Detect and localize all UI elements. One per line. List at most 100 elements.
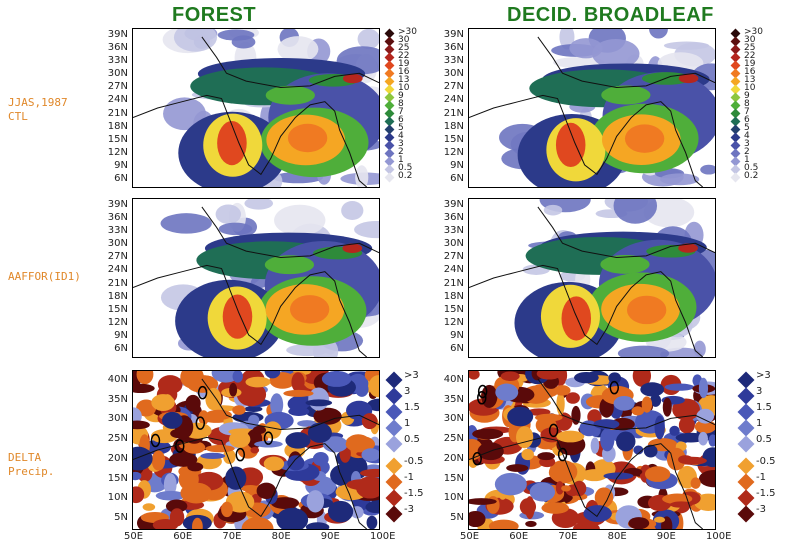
legend-label: 6 — [744, 115, 750, 125]
delta-contour — [165, 499, 188, 513]
lat-tick-label: 39N — [443, 28, 464, 40]
significance-contour — [477, 384, 488, 399]
legend-label: 10 — [398, 83, 410, 93]
precip-contour — [678, 243, 698, 253]
delta-contour — [535, 413, 563, 422]
legend-entry: 6 — [384, 115, 426, 129]
legend-label: 7 — [744, 107, 750, 117]
legend-entry: -1.5 — [737, 488, 782, 510]
significance-contour — [263, 431, 274, 445]
lat-tick-label: 21N — [107, 107, 128, 119]
delta-contour — [641, 396, 653, 413]
delta-contour — [229, 382, 238, 397]
precip-contour — [215, 204, 242, 224]
coastline — [133, 436, 368, 529]
delta-contour — [653, 516, 666, 523]
delta-contour — [525, 496, 535, 520]
delta-contour — [536, 371, 562, 380]
legend-swatch — [385, 473, 403, 491]
delta-contour — [506, 464, 529, 472]
legend-label: 30 — [398, 35, 410, 45]
legend-entry: 0.2 — [730, 171, 772, 185]
map-decid-aaffor — [468, 198, 716, 358]
legend-entry: 3 — [384, 139, 426, 153]
legend-label: 13 — [398, 75, 410, 85]
lat-tick-label: 6N — [450, 343, 464, 355]
delta-contour — [553, 385, 571, 396]
delta-contour — [694, 419, 715, 434]
legend-entry: 0.5 — [730, 163, 772, 177]
significance-contour — [150, 433, 161, 448]
delta-contour — [283, 389, 314, 397]
precip-contour — [354, 220, 379, 239]
legend-label: -1 — [756, 472, 766, 483]
delta-contour — [500, 371, 520, 381]
legend-label: -3 — [756, 504, 766, 515]
delta-contour — [350, 506, 364, 519]
delta-contour — [556, 430, 585, 443]
legend-label: 4 — [398, 131, 404, 141]
legend-label: 0.5 — [404, 434, 420, 445]
legend-entry: >3 — [385, 370, 430, 392]
lat-tick-label: 18N — [443, 290, 464, 302]
row-label-delta-line2: Precip. — [8, 465, 55, 478]
delta-contour — [664, 383, 695, 391]
lat-tick-label: 15N — [443, 472, 464, 484]
lat-tick-label: 15N — [107, 133, 128, 145]
lat-tick-label: 20N — [107, 452, 128, 464]
delta-contour — [549, 460, 578, 484]
lat-tick-label: 5N — [450, 512, 464, 524]
legend-entry: -3 — [385, 504, 430, 526]
delta-contour — [366, 515, 378, 529]
row-label-delta: DELTA Precip. — [8, 451, 54, 479]
lon-tick-label: 100E — [706, 531, 732, 542]
delta-contour — [669, 425, 680, 436]
lat-tick-label: 30N — [107, 238, 128, 250]
delta-contour — [306, 490, 325, 513]
map-canvas — [469, 29, 715, 187]
delta-contour — [252, 425, 267, 435]
lat-tick-label: 9N — [114, 330, 128, 342]
delta-contour — [650, 394, 662, 407]
legend-entry: -3 — [737, 504, 782, 526]
legend-entry: 22 — [730, 51, 772, 65]
legend-label: -0.5 — [404, 456, 424, 467]
legend-entry: 13 — [730, 75, 772, 89]
lon-tick-label: 80E — [271, 531, 291, 542]
lat-tick-label: 24N — [107, 264, 128, 276]
delta-contour — [308, 387, 330, 411]
delta-contour — [365, 501, 379, 514]
delta-contour — [583, 505, 612, 522]
delta-contour — [678, 455, 693, 464]
map-canvas — [469, 199, 715, 357]
legend-label: 1.5 — [756, 402, 772, 413]
coastline — [469, 94, 704, 187]
delta-contour — [678, 416, 695, 434]
delta-contour — [133, 383, 155, 394]
significance-contour — [197, 385, 208, 400]
delta-contour — [285, 432, 311, 449]
delta-contour — [361, 413, 378, 430]
delta-contour — [133, 471, 142, 481]
legend-label: 9 — [398, 91, 404, 101]
legend-entry: 1 — [384, 155, 426, 169]
lat-tick-label: 18N — [107, 120, 128, 132]
title-decid-broadleaf: DECID. BROADLEAF — [507, 4, 714, 26]
legend-entry: 3 — [737, 386, 782, 408]
row-label-ctl-line2: CTL — [8, 110, 28, 123]
legend-entry: -1 — [385, 472, 430, 494]
lat-tick-label: 24N — [107, 94, 128, 106]
delta-contour — [644, 466, 671, 482]
legend-label: 7 — [398, 107, 404, 117]
delta-contour — [211, 371, 241, 383]
delta-contour — [185, 394, 201, 412]
delta-contour — [537, 452, 555, 461]
legend-entry: 8 — [730, 99, 772, 113]
delta-contour — [361, 448, 379, 462]
lat-tick-label: 30N — [107, 68, 128, 80]
legend-swatch — [385, 371, 403, 389]
legend-label: 30 — [744, 35, 756, 45]
precip-contour — [617, 345, 670, 357]
significance-contour — [175, 439, 185, 453]
delta-contour — [698, 431, 709, 446]
